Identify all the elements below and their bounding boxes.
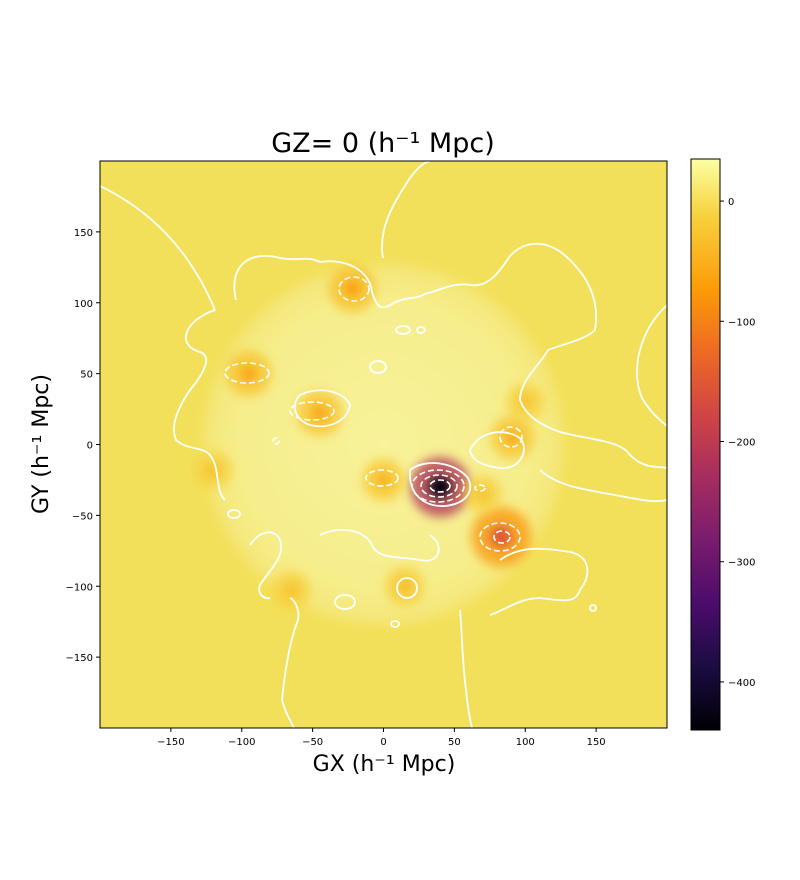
dashed-contour-11 — [272, 437, 280, 445]
colorbar-tick-label: −100 — [728, 317, 755, 328]
dashed-contour-6 — [411, 469, 465, 503]
feature-core — [312, 405, 328, 421]
y-tick-label: 100 — [74, 299, 93, 310]
contour-bottom-mid — [459, 609, 473, 728]
dashed-contour-5 — [365, 469, 399, 487]
colorbar-tick-label: 0 — [728, 197, 734, 208]
dashed-contour-2 — [224, 362, 270, 384]
feature-core — [376, 473, 391, 487]
contour-right-edge — [636, 304, 667, 427]
dashed-contour-8 — [429, 479, 451, 493]
contour-left-lobe — [173, 309, 226, 501]
contour-right-lobe — [519, 349, 667, 469]
y-axis: −150 −100 −50 0 50 100 150 — [66, 228, 100, 664]
x-tick-label: 150 — [587, 737, 606, 748]
y-tick-label: −150 — [66, 653, 93, 664]
contour-top-boundary — [233, 242, 597, 351]
contour-islet-3 — [416, 326, 426, 334]
contour-east-ring — [469, 431, 525, 469]
x-tick-label: −100 — [228, 737, 255, 748]
x-tick-label: 0 — [380, 737, 386, 748]
feature-core — [344, 280, 361, 297]
contour-islet-6 — [390, 620, 400, 628]
y-tick-label: 50 — [80, 370, 93, 381]
dashed-contour-3 — [289, 401, 335, 421]
contour-outer-left — [100, 185, 216, 311]
contour-bottom-left — [281, 597, 300, 701]
contour-lower-chain — [319, 528, 440, 562]
x-tick-label: −150 — [157, 737, 184, 748]
contour-islet-4 — [396, 577, 418, 599]
feature-core — [398, 580, 411, 593]
contour-lower-right — [539, 469, 667, 503]
contour-upper-spur — [381, 161, 431, 259]
contour-dashed-negative — [224, 276, 523, 552]
contour-lines — [100, 161, 667, 728]
contour-bottom-right — [489, 547, 589, 616]
contour-islet-1 — [369, 360, 387, 374]
chart-title: GZ= 0 (h⁻¹ Mpc) — [271, 128, 495, 159]
feature-core — [477, 488, 489, 500]
contour-lower-tail — [281, 699, 295, 728]
colorbar-tick-label: −400 — [728, 678, 755, 689]
dashed-contour-12 — [474, 484, 486, 492]
dashed-contour-7 — [420, 474, 458, 498]
x-tick-label: 50 — [448, 737, 461, 748]
colorbar-tick-label: −200 — [728, 437, 755, 448]
dashed-contour-4 — [499, 426, 523, 448]
contour-mid-chain — [249, 531, 283, 600]
contour-core-ring — [409, 462, 472, 507]
y-axis-title: GY (h⁻¹ Mpc) — [29, 374, 54, 514]
contour-islet-7 — [227, 509, 241, 519]
contour-islet-5 — [334, 594, 356, 610]
dashed-contour-10 — [493, 530, 511, 544]
feature-core — [285, 584, 298, 597]
dashed-contour-9 — [479, 522, 521, 552]
colorbar-tick-label: −300 — [728, 558, 755, 569]
x-axis-title: GX (h⁻¹ Mpc) — [313, 752, 456, 777]
y-tick-label: 150 — [74, 228, 93, 239]
feature-core — [241, 366, 257, 382]
contour-center-blob — [293, 389, 351, 428]
y-tick-label: −100 — [66, 582, 93, 593]
x-tick-label: −50 — [302, 737, 323, 748]
x-tick-label: 100 — [516, 737, 535, 748]
contour-islet-2 — [395, 325, 411, 335]
plot-area — [100, 161, 667, 728]
y-tick-label: −50 — [72, 511, 93, 522]
colorbar-ticks: 0 −100 −200 −300 −400 — [720, 197, 755, 689]
contour-islet-8 — [589, 604, 597, 612]
colorbar — [690, 158, 721, 731]
x-axis: −150 −100 −50 0 50 100 150 — [157, 728, 606, 748]
y-tick-label: 0 — [87, 441, 93, 452]
dashed-contour-1 — [338, 276, 370, 302]
